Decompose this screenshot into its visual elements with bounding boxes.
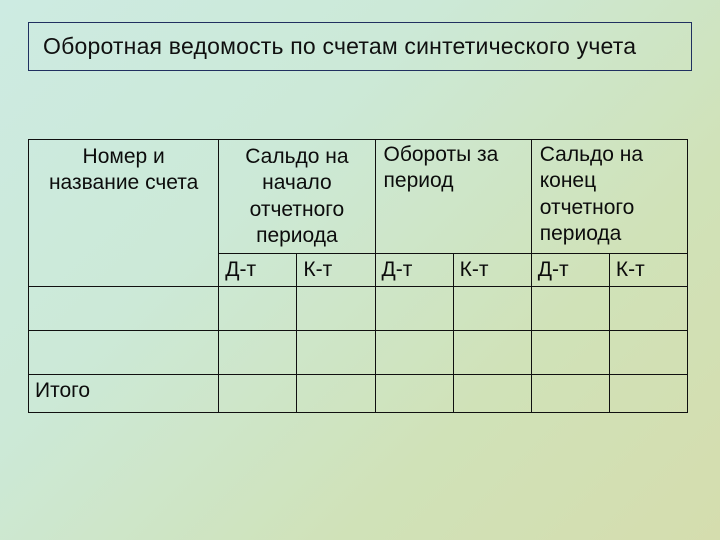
cell [609, 331, 687, 375]
cell [219, 331, 297, 375]
cell [375, 331, 453, 375]
header-account: Номер и название счета [29, 140, 219, 287]
ledger-table: Номер и название счета Сальдо на начало … [28, 139, 688, 413]
totals-label: Итого [29, 375, 219, 413]
totals-row: Итого [29, 375, 688, 413]
header-group-turnover: Обороты за период [375, 140, 531, 254]
cell [297, 287, 375, 331]
title-box: Оборотная ведомость по счетам синтетичес… [28, 22, 692, 71]
cell [453, 331, 531, 375]
cell [609, 287, 687, 331]
header-row-groups: Номер и название счета Сальдо на начало … [29, 140, 688, 254]
page-title: Оборотная ведомость по счетам синтетичес… [43, 33, 677, 60]
header-kt: К-т [297, 254, 375, 287]
totals-cell [297, 375, 375, 413]
cell [375, 287, 453, 331]
cell-account [29, 287, 219, 331]
totals-cell [453, 375, 531, 413]
header-group-start: Сальдо на начало отчетного периода [219, 140, 375, 254]
table-row [29, 287, 688, 331]
header-dt: Д-т [375, 254, 453, 287]
cell-account [29, 331, 219, 375]
table-row [29, 331, 688, 375]
totals-cell [531, 375, 609, 413]
totals-cell [375, 375, 453, 413]
cell [453, 287, 531, 331]
cell [531, 331, 609, 375]
header-kt: К-т [609, 254, 687, 287]
header-dt: Д-т [531, 254, 609, 287]
header-dt: Д-т [219, 254, 297, 287]
cell [219, 287, 297, 331]
totals-cell [219, 375, 297, 413]
cell [531, 287, 609, 331]
header-group-end: Сальдо на конец отчетного периода [531, 140, 687, 254]
totals-cell [609, 375, 687, 413]
header-kt: К-т [453, 254, 531, 287]
cell [297, 331, 375, 375]
